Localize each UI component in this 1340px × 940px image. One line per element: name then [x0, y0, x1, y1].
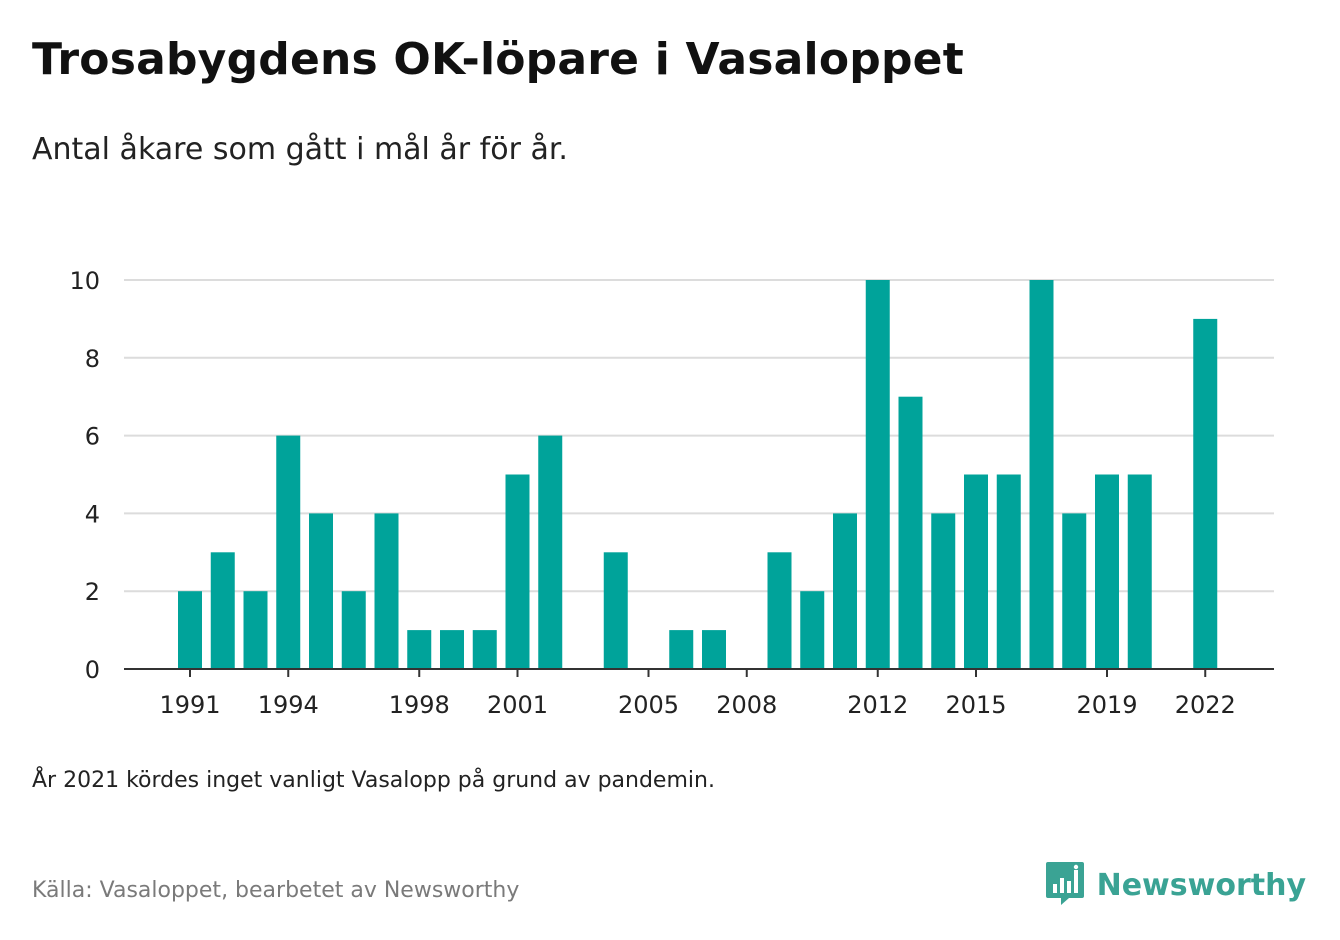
bar-2010: [800, 591, 825, 669]
bar-chart: 0 2 4 6 8 10 1991 1994 1998 2001 2005 2008 2012 2015 2…: [69, 267, 1274, 719]
y-tick-label: 10: [69, 267, 100, 295]
bar-1999: [440, 630, 464, 669]
brand-logo[interactable]: Newsworthy: [1045, 860, 1306, 910]
bar-1997: [374, 513, 399, 669]
y-tick-label: 8: [85, 345, 100, 373]
x-tick-label: 2022: [1175, 691, 1236, 719]
bar-2022: [1193, 318, 1218, 669]
bar-2002: [538, 435, 563, 669]
bar-2004: [603, 552, 628, 669]
bar-2001: [505, 474, 530, 669]
x-tick-label: 1998: [389, 691, 450, 719]
brand-name: Newsworthy: [1096, 867, 1306, 903]
y-tick-label: 4: [85, 500, 100, 528]
bar-1998: [407, 630, 432, 669]
y-tick-label: 6: [85, 423, 100, 451]
bar-2019: [1095, 474, 1119, 669]
x-tick-label: 2001: [487, 691, 548, 719]
bar-1993: [243, 591, 268, 669]
x-tick-label: 1991: [159, 691, 220, 719]
y-tick-label: 0: [85, 656, 100, 684]
chart-subtitle: Antal åkare som gått i mål år för år.: [32, 132, 568, 167]
bar-chart-speech-bubble-icon: [1045, 860, 1085, 910]
bar-1992: [210, 552, 235, 669]
bar-2014: [931, 513, 956, 669]
x-tick-label: 2019: [1076, 691, 1137, 719]
x-tick-label: 2005: [618, 691, 679, 719]
x-tick-label: 2012: [847, 691, 908, 719]
bar-2007: [702, 630, 726, 669]
bar-2013: [898, 396, 923, 669]
chart-title: Trosabygdens OK-löpare i Vasaloppet: [32, 34, 964, 85]
bar-2015: [964, 474, 988, 669]
bar-2009: [767, 552, 792, 669]
bar-2000: [472, 630, 497, 669]
x-tick-label: 2015: [945, 691, 1006, 719]
bar-2011: [833, 513, 857, 669]
bar-2018: [1062, 513, 1087, 669]
bar-2016: [996, 474, 1021, 669]
bars: [178, 280, 1218, 669]
footnote: År 2021 kördes inget vanligt Vasalopp på…: [32, 768, 715, 793]
bar-2006: [669, 630, 694, 669]
bar-2012: [865, 280, 890, 669]
bar-1996: [341, 591, 366, 669]
bar-2020: [1127, 474, 1152, 669]
axes: 0 2 4 6 8 10 1991 1994 1998 2001 2005 2008 2012 2015 2…: [69, 267, 1274, 719]
bar-1995: [309, 513, 333, 669]
source-text: Källa: Vasaloppet, bearbetet av Newswort…: [32, 878, 520, 903]
y-tick-label: 2: [85, 578, 100, 606]
x-tick-label: 1994: [258, 691, 319, 719]
bar-1994: [276, 435, 301, 669]
x-tick-label: 2008: [716, 691, 777, 719]
bar-2017: [1029, 280, 1054, 669]
bar-1991: [178, 591, 202, 669]
